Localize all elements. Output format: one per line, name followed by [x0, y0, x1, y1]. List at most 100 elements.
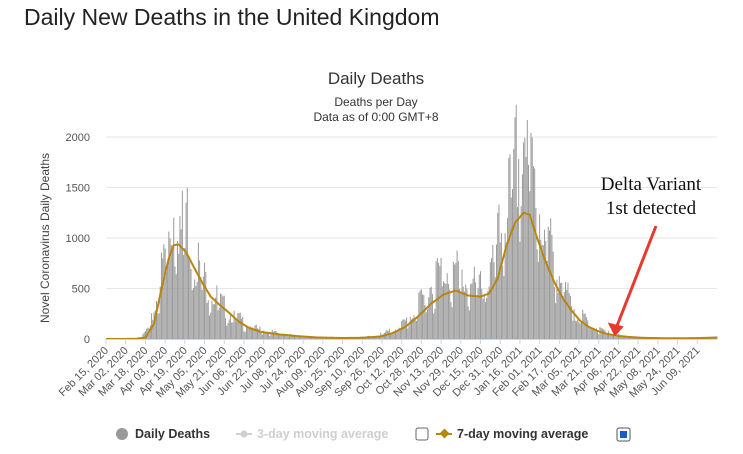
bar — [393, 331, 395, 339]
bar — [192, 288, 194, 339]
bar — [569, 295, 571, 339]
bar — [507, 217, 509, 339]
bar — [539, 214, 541, 339]
bar — [622, 336, 624, 339]
bar — [595, 328, 597, 339]
bar — [491, 258, 493, 339]
bar — [156, 300, 157, 339]
bar — [157, 313, 159, 339]
bar — [505, 242, 507, 339]
bar — [431, 293, 433, 339]
bar — [163, 244, 165, 339]
bar — [271, 330, 273, 339]
bar — [183, 254, 185, 339]
delta-variant-annotation: Delta Variant 1st detected — [601, 174, 702, 337]
bar — [473, 266, 475, 339]
bar — [449, 289, 451, 339]
bar — [199, 260, 201, 339]
bar — [494, 277, 496, 339]
bar — [632, 337, 634, 339]
bar — [590, 328, 592, 339]
bar — [457, 260, 459, 339]
checkbox-3-day-average[interactable] — [415, 427, 429, 441]
bar — [546, 261, 548, 339]
bar — [242, 316, 244, 339]
checkbox-7-day-average[interactable] — [616, 427, 631, 442]
bar — [542, 245, 544, 339]
bar — [483, 295, 485, 339]
bar — [525, 156, 527, 339]
bar — [295, 336, 297, 339]
bar — [452, 261, 454, 339]
bar — [264, 332, 266, 339]
bar — [143, 332, 145, 339]
bar — [534, 168, 536, 339]
bar — [479, 271, 481, 339]
bar — [409, 317, 411, 339]
bar — [196, 282, 198, 339]
bar — [631, 337, 633, 339]
bar — [201, 289, 203, 339]
bar — [306, 336, 308, 339]
bar — [207, 300, 209, 339]
bar — [210, 312, 212, 339]
bar — [397, 329, 399, 339]
bar — [444, 283, 446, 339]
bar — [528, 164, 530, 339]
bar — [282, 335, 284, 339]
bar — [599, 326, 601, 339]
legend-item-3-day-average[interactable]: 3-day moving average — [236, 427, 388, 441]
bar — [404, 320, 406, 339]
bar — [257, 328, 259, 339]
bar — [417, 316, 419, 339]
bar — [588, 326, 590, 339]
bar — [194, 279, 196, 339]
bar — [197, 242, 199, 339]
bar — [301, 336, 303, 339]
bar — [446, 273, 448, 339]
bar — [255, 324, 257, 339]
bar — [568, 293, 570, 339]
bar — [440, 257, 442, 339]
bar — [188, 258, 190, 339]
bar — [587, 320, 589, 339]
bar — [425, 312, 427, 339]
bar — [567, 282, 569, 339]
bar — [433, 313, 435, 339]
bar — [472, 278, 474, 339]
bar — [238, 313, 240, 339]
bar — [589, 327, 591, 339]
bar — [218, 307, 220, 339]
legend-item-daily-deaths[interactable]: Daily Deaths — [116, 427, 210, 441]
bar — [407, 328, 409, 339]
bar — [149, 325, 151, 339]
bar — [445, 283, 447, 339]
bar — [412, 318, 414, 339]
bar — [261, 334, 263, 339]
bar — [248, 327, 250, 339]
bar — [571, 306, 573, 339]
bar — [168, 231, 170, 339]
bar — [422, 294, 424, 339]
bar — [233, 310, 235, 339]
bar — [186, 187, 188, 339]
bar — [518, 158, 520, 339]
legend-item-7-day-average[interactable]: 7-day moving average — [436, 427, 588, 441]
bar — [563, 291, 565, 339]
bar — [443, 281, 445, 339]
annotation-text-line-1: Delta Variant — [601, 174, 702, 195]
bar — [289, 334, 291, 339]
bar — [598, 334, 600, 339]
bar — [223, 295, 225, 339]
bar — [175, 274, 177, 339]
bar — [250, 329, 252, 339]
bar — [406, 317, 408, 339]
bar — [476, 297, 478, 339]
bar — [468, 310, 470, 339]
bar — [414, 318, 416, 339]
bar — [216, 285, 218, 339]
bar — [266, 331, 268, 339]
bar — [236, 321, 238, 339]
bar — [605, 333, 607, 339]
bar — [532, 166, 534, 339]
